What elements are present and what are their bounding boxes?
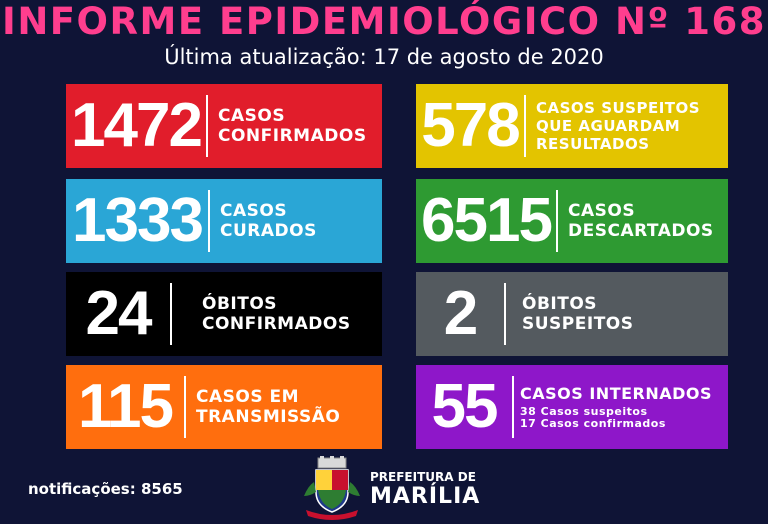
internados-suspeitos-text: 38 Casos suspeitos	[520, 405, 648, 418]
casos-internados-value: 55	[431, 372, 499, 441]
page-title: INFORME EPIDEMIOLÓGICO Nº 168	[2, 0, 766, 43]
card-casos-confirmados: 1472 CASOS CONFIRMADOS	[66, 84, 382, 168]
last-update-text: Última atualização: 17 de agosto de 2020	[164, 45, 604, 69]
obitos-suspeitos-label: ÓBITOS SUSPEITOS	[522, 294, 634, 334]
casos-confirmados-value: 1472	[71, 91, 203, 160]
card-obitos-suspeitos: 2 ÓBITOS SUSPEITOS	[416, 272, 728, 356]
prefeitura-brand: PREFEITURA DE MARÍLIA	[370, 470, 480, 510]
obitos-suspeitos-value: 2	[443, 279, 478, 348]
card-separator	[184, 376, 186, 438]
casos-transmissao-label: CASOS EM TRANSMISSÃO	[196, 387, 341, 427]
cidade-label: MARÍLIA	[370, 484, 481, 509]
casos-suspeitos-label: CASOS SUSPEITOS QUE AGUARDAM RESULTADOS	[536, 99, 701, 153]
casos-transmissao-value: 115	[77, 372, 174, 441]
card-casos-internados: 55 CASOS INTERNADOS 38 Casos suspeitos 1…	[416, 365, 728, 449]
card-separator	[170, 283, 172, 345]
casos-curados-label: CASOS CURADOS	[220, 201, 317, 241]
prefeitura-label: PREFEITURA DE	[370, 470, 476, 484]
card-separator	[512, 376, 514, 438]
city-coat-of-arms-icon	[304, 456, 360, 520]
obitos-confirmados-label: ÓBITOS CONFIRMADOS	[202, 294, 351, 334]
card-obitos-confirmados: 24 ÓBITOS CONFIRMADOS	[66, 272, 382, 356]
card-separator	[206, 95, 208, 157]
casos-confirmados-label: CASOS CONFIRMADOS	[218, 106, 367, 146]
casos-descartados-value: 6515	[421, 186, 553, 255]
casos-suspeitos-value: 578	[421, 91, 520, 160]
card-separator	[208, 190, 210, 252]
casos-curados-value: 1333	[72, 186, 204, 255]
internados-confirmados-text: 17 Casos confirmados	[520, 417, 666, 430]
obitos-confirmados-value: 24	[85, 279, 153, 348]
card-separator	[504, 283, 506, 345]
card-casos-suspeitos: 578 CASOS SUSPEITOS QUE AGUARDAM RESULTA…	[416, 84, 728, 168]
card-casos-curados: 1333 CASOS CURADOS	[66, 179, 382, 263]
notificacoes-count: notificações: 8565	[28, 480, 183, 498]
casos-internados-label: CASOS INTERNADOS 38 Casos suspeitos 17 C…	[520, 384, 713, 430]
card-separator	[524, 95, 526, 157]
card-separator	[556, 190, 558, 252]
casos-descartados-label: CASOS DESCARTADOS	[568, 201, 714, 241]
card-casos-descartados: 6515 CASOS DESCARTADOS	[416, 179, 728, 263]
card-casos-transmissao: 115 CASOS EM TRANSMISSÃO	[66, 365, 382, 449]
